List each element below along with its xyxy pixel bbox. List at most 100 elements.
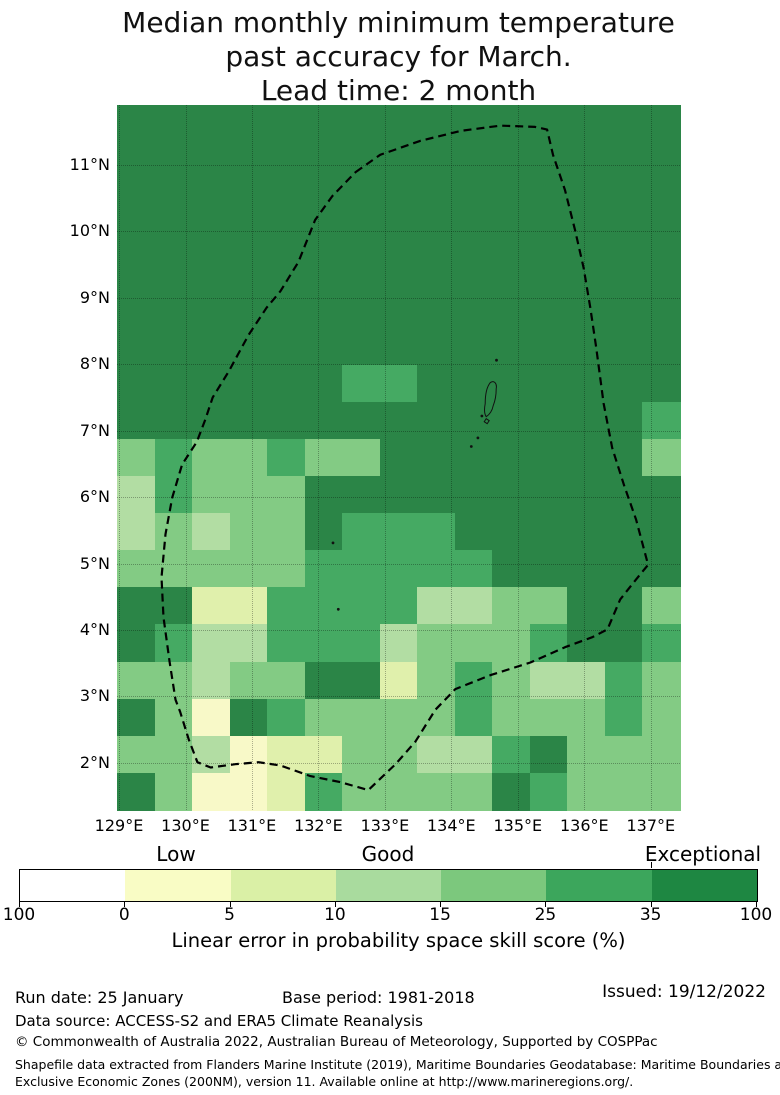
island-dot	[336, 607, 340, 611]
chart-title-line1: Median monthly minimum temperature	[122, 6, 675, 39]
raster-cell	[492, 624, 531, 663]
raster-cell	[529, 142, 568, 180]
raster-cell	[642, 438, 681, 477]
raster-cell	[454, 772, 493, 811]
raster-cell	[117, 624, 156, 663]
raster-cell	[154, 698, 193, 737]
raster-cell	[229, 438, 268, 477]
raster-cell	[117, 587, 156, 626]
raster-cell	[379, 698, 418, 737]
raster-cell	[267, 142, 306, 180]
raster-cell	[117, 216, 156, 255]
raster-cell	[117, 550, 156, 588]
raster-cell	[417, 735, 456, 774]
raster-cell	[454, 290, 493, 329]
raster-cell	[379, 401, 418, 440]
y-tick-label: 7°N	[79, 420, 110, 440]
raster-cell	[229, 105, 268, 143]
raster-cell	[529, 735, 568, 774]
raster-cell	[192, 401, 231, 440]
raster-cell	[379, 587, 418, 626]
raster-cell	[267, 587, 306, 626]
raster-cell	[304, 327, 343, 366]
raster-cell	[642, 772, 681, 811]
raster-cell	[604, 142, 644, 180]
raster-cell	[192, 661, 231, 700]
x-tick-label: 130°E	[161, 816, 210, 835]
raster-cell	[229, 476, 268, 514]
raster-cell	[417, 476, 456, 514]
y-tick-label: 4°N	[79, 619, 110, 639]
raster-cell	[642, 513, 681, 551]
raster-cell	[567, 253, 606, 292]
footer-issued-date: Issued: 19/12/2022	[602, 982, 766, 1002]
raster-cell	[229, 698, 268, 737]
raster-cell	[604, 735, 644, 774]
raster-cell	[379, 142, 418, 180]
chart-title-line3: Lead time: 2 month	[260, 74, 537, 107]
raster-cell	[304, 290, 343, 329]
gridline-vertical	[318, 105, 320, 810]
raster-cell	[492, 438, 531, 477]
raster-cell	[379, 513, 418, 551]
raster-cell	[604, 401, 644, 440]
raster-cell	[529, 253, 568, 292]
raster-cell	[492, 698, 531, 737]
raster-cell	[492, 661, 531, 700]
raster-cell	[642, 364, 681, 403]
raster-cell	[229, 179, 268, 217]
chart-title: Median monthly minimum temperature past …	[117, 6, 680, 108]
raster-cell	[529, 476, 568, 514]
raster-cell	[229, 587, 268, 626]
y-tick-label: 5°N	[79, 553, 110, 573]
island-dot	[476, 436, 480, 440]
raster-cell	[267, 438, 306, 477]
gridline-horizontal	[117, 497, 680, 498]
gridline-horizontal	[117, 231, 680, 233]
footer-run-date: Run date: 25 January	[15, 988, 184, 1007]
colorbar-label-low: Low	[156, 842, 196, 866]
raster-cell	[492, 364, 531, 403]
raster-cell	[192, 698, 231, 737]
raster-cell	[642, 624, 681, 663]
raster-cell	[229, 401, 268, 440]
raster-cell	[117, 327, 156, 366]
raster-cell	[342, 624, 381, 663]
raster-cell	[267, 624, 306, 663]
gridline-horizontal	[117, 364, 680, 366]
raster-cell	[154, 735, 193, 774]
raster-cell	[567, 735, 606, 774]
raster-cell	[229, 735, 268, 774]
raster-cell	[642, 105, 681, 143]
island-dot	[495, 358, 498, 362]
colorbar-tick	[545, 901, 547, 907]
raster-cell	[154, 364, 193, 403]
colorbar-tick-value: 100	[2, 905, 36, 925]
raster-cell	[192, 179, 231, 217]
raster-cell	[154, 772, 193, 811]
raster-cell	[342, 587, 381, 626]
raster-cell	[604, 698, 644, 737]
raster-cell	[417, 253, 456, 292]
raster-cell	[379, 772, 418, 811]
colorbar-tick-value: 5	[224, 905, 236, 925]
raster-cell	[604, 216, 644, 255]
raster-cell	[642, 698, 681, 737]
raster-cell	[192, 253, 231, 292]
raster-cell	[492, 513, 531, 551]
raster-cell	[529, 401, 568, 440]
raster-cell	[154, 290, 193, 329]
colorbar-segment	[546, 870, 652, 901]
raster-cell	[304, 438, 343, 477]
raster-cell	[379, 550, 418, 588]
raster-cell	[379, 735, 418, 774]
raster-cell	[304, 253, 343, 292]
colorbar-segment	[335, 870, 442, 901]
raster-cell	[567, 438, 606, 477]
raster-cell	[154, 624, 193, 663]
y-tick-label: 6°N	[79, 487, 110, 506]
raster-cell	[529, 698, 568, 737]
raster-cell	[567, 772, 606, 811]
raster-cell	[417, 216, 456, 255]
raster-cell	[567, 401, 606, 440]
